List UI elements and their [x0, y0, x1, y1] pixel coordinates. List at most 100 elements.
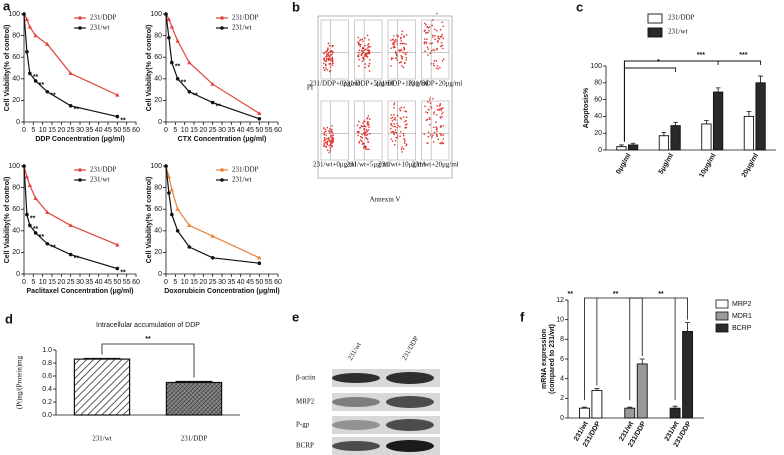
flow-dot	[393, 125, 396, 128]
error-bar	[83, 357, 121, 360]
flow-plot	[320, 100, 349, 161]
flow-dot	[364, 63, 367, 65]
flow-dot	[441, 116, 443, 118]
x-tick-label: 45	[104, 279, 112, 286]
flow-dot	[326, 126, 329, 129]
significance-bracket	[584, 297, 598, 401]
flow-dot	[328, 55, 331, 58]
flow-dot	[328, 151, 330, 154]
flow-dot	[404, 62, 406, 65]
panel-label: f	[520, 309, 525, 324]
x-tick-label: 40	[95, 279, 103, 286]
flow-dot	[390, 65, 392, 67]
flow-dot	[329, 66, 332, 68]
error-bar	[672, 405, 678, 409]
flow-dot	[329, 149, 332, 152]
flow-dot	[433, 131, 436, 134]
flow-dot	[331, 137, 333, 140]
flow-dot	[325, 58, 328, 61]
blot-band	[332, 420, 380, 430]
y-tick-label: 0	[16, 271, 20, 278]
bar	[636, 363, 648, 419]
quadrant	[321, 20, 349, 79]
flow-dot	[423, 41, 426, 43]
y-tick-label: 80	[12, 32, 20, 39]
point	[45, 42, 50, 46]
x-tick-label: 50	[113, 279, 121, 286]
flow-dot	[361, 38, 364, 41]
flow-dot	[329, 140, 332, 142]
flow-dot	[430, 42, 433, 45]
point-label: **	[39, 234, 45, 241]
flow-dot	[403, 36, 405, 38]
flow-dot	[363, 145, 366, 148]
y-tick-label: 20	[154, 249, 162, 256]
flow-dot	[405, 126, 408, 129]
y-axis-label: Apoptosis%	[583, 87, 590, 128]
x-tick-label: 10	[39, 127, 47, 134]
flow-dot	[364, 66, 366, 69]
bar	[712, 91, 724, 151]
flow-dot	[442, 134, 445, 136]
flow-dot	[367, 51, 370, 53]
point	[25, 212, 29, 217]
flow-dot	[393, 107, 395, 109]
flow-dot	[440, 125, 442, 127]
flow-dot	[425, 42, 428, 44]
flow-dot	[396, 54, 398, 57]
quadrant	[421, 20, 449, 79]
flow-dot	[437, 37, 440, 39]
flow-dot	[389, 127, 392, 130]
flow-dot	[442, 125, 445, 127]
point	[164, 164, 168, 168]
x-tick-label: 10	[39, 279, 47, 286]
flow-dot	[439, 66, 441, 69]
legend-swatch	[715, 311, 729, 321]
x-tick-label: 35	[85, 127, 93, 134]
y-tick-label: 80	[12, 184, 20, 191]
flow-dot	[426, 118, 429, 121]
x-tick-label: 20	[57, 127, 65, 134]
flow-dot	[358, 58, 361, 61]
flow-dot	[439, 142, 442, 144]
x-axis-label: Annexin V	[370, 196, 401, 204]
flow-dot	[425, 23, 427, 26]
flow-dot	[398, 61, 401, 64]
quadrant	[388, 101, 416, 160]
flow-dot	[400, 148, 403, 150]
error-bar	[704, 120, 709, 124]
significance-bracket	[623, 67, 677, 142]
point	[257, 116, 262, 121]
point-label: **	[74, 107, 80, 114]
x-tick-label: 30	[76, 127, 84, 134]
legend-marker	[78, 178, 82, 182]
flow-dot	[365, 52, 368, 55]
flow-dot	[431, 19, 434, 21]
flow-dot	[368, 70, 371, 72]
flow-dot	[362, 40, 364, 42]
flow-dot	[368, 50, 371, 52]
flow-dot	[361, 52, 364, 55]
point	[115, 92, 120, 97]
flow-dot	[429, 106, 432, 108]
flow-dot	[367, 123, 370, 126]
flow-dot	[358, 49, 361, 52]
flow-dot	[403, 106, 405, 109]
flow-dot	[394, 119, 397, 121]
flow-dot	[433, 111, 436, 113]
flow-dot	[400, 33, 403, 36]
point	[45, 89, 50, 94]
y-tick-label: 0.0	[42, 412, 52, 419]
x-tick-label: 5	[31, 279, 35, 286]
point-label: **	[39, 82, 45, 89]
flow-dot	[392, 46, 395, 49]
flow-dot	[439, 116, 442, 118]
flow-dot	[365, 48, 367, 50]
y-tick-label: 100	[8, 163, 20, 170]
legend-marker	[220, 16, 224, 20]
point	[170, 212, 174, 217]
y-tick-label: 20	[12, 249, 20, 256]
legend-label: 231/wt	[232, 176, 252, 184]
x-tick-label: 60	[132, 127, 140, 134]
significance-label: *	[657, 59, 660, 66]
